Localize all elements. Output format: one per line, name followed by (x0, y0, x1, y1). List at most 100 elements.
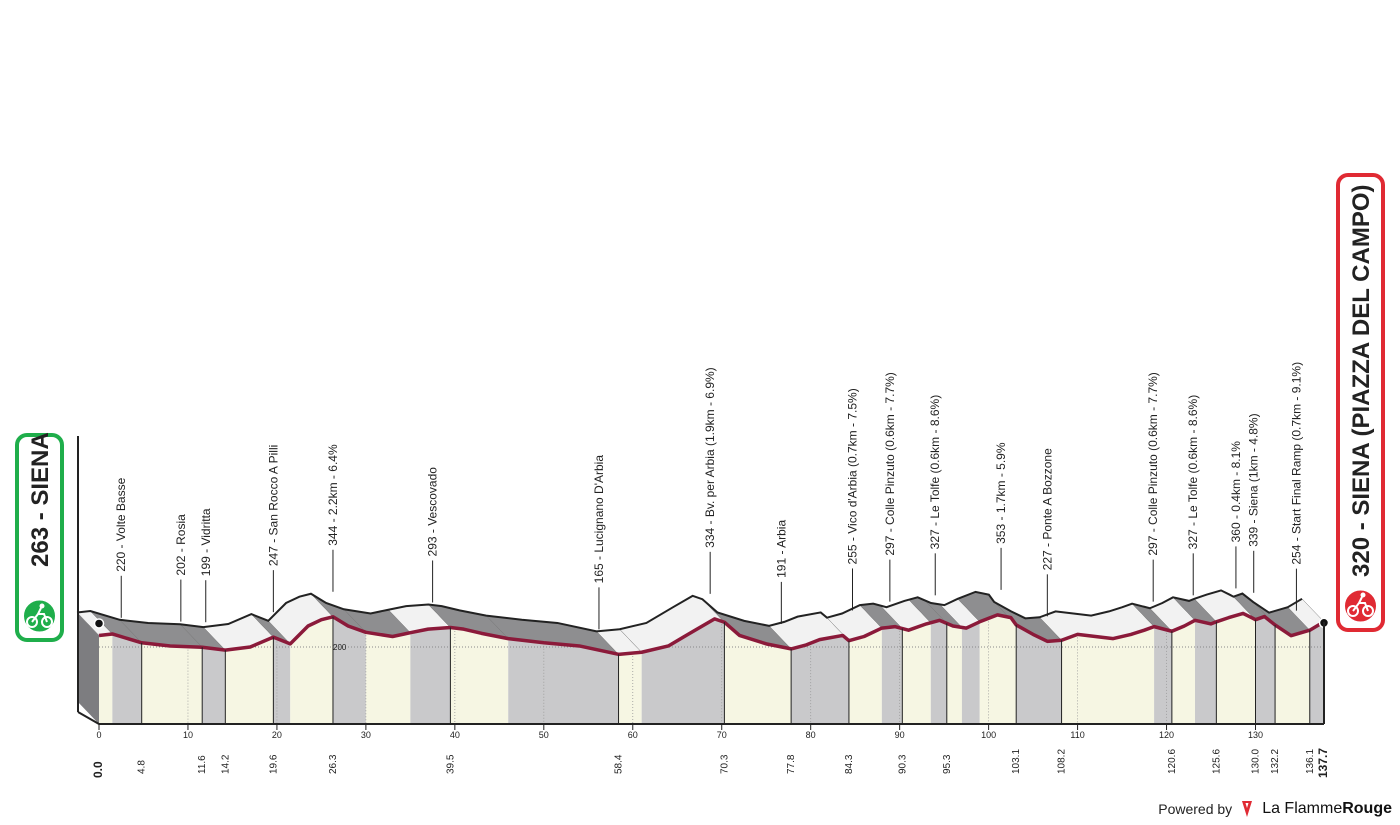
km-marker-label: 108.2 (1057, 749, 1068, 774)
waypoint-label: 297 - Colle Pinzuto (0.6km - 7.7%) (883, 372, 897, 555)
x-tick-label: 120 (1159, 730, 1174, 740)
x-tick-label: 50 (539, 730, 549, 740)
profile-band (791, 635, 849, 724)
profile-band (930, 620, 947, 724)
powered-by-label: Powered by (1158, 801, 1233, 817)
x-tick-label: 130 (1248, 730, 1263, 740)
profile-band (724, 622, 792, 724)
km-marker-label: 130.0 (1250, 749, 1261, 774)
km-markers: 0.0 4.8 11.6 14.2 19.6 26.3 39.5 58.4 70.3 77.8 84… (91, 616, 1330, 778)
profile-band (961, 621, 980, 724)
profile-band (99, 633, 113, 724)
km-marker-label: 77.8 (786, 754, 797, 774)
waypoint-label: 293 - Vescovado (426, 467, 440, 557)
start-badge: 263 - SIENA (15, 432, 64, 642)
waypoint-label: 220 - Volte Basse (114, 477, 128, 571)
km-marker-label: 14.2 (220, 754, 231, 774)
profile-band (881, 626, 903, 724)
waypoint-label: 339 - Siena (1km - 4.8%) (1247, 413, 1261, 546)
x-tick-label: 60 (628, 730, 638, 740)
km-marker-label: 95.3 (942, 754, 953, 774)
waypoint-label: 247 - San Rocco A Pilli (266, 445, 280, 566)
x-tick-label: 80 (806, 730, 816, 740)
km-marker-label: 19.6 (268, 754, 279, 774)
profile-band (410, 627, 451, 724)
km-marker-label: 4.8 (137, 760, 148, 774)
waypoint-label: 360 - 0.4km - 8.1% (1229, 441, 1243, 543)
km-marker-label: 125.6 (1211, 749, 1222, 774)
km-marker-label: 39.5 (445, 754, 456, 774)
waypoint-label: 327 - Le Tolfe (0.6km - 8.6%) (928, 395, 942, 550)
km-marker-label: 136.1 (1305, 749, 1316, 774)
km-marker-label: 0.0 (91, 761, 105, 778)
waypoint-label: 327 - Le Tolfe (0.6km - 8.6%) (1186, 395, 1200, 550)
distance-axis: 0 10 20 30 40 50 60 70 80 90 100 110 120 130 (77, 436, 1325, 740)
km-marker-label: 84.3 (844, 754, 855, 774)
waypoint-label: 199 - Vidritta (199, 508, 213, 576)
profile-band (225, 637, 274, 724)
profile-band (450, 627, 509, 724)
brand-name: La FlammeRouge (1262, 800, 1392, 817)
profile-band (618, 652, 642, 724)
km-marker-label: 90.3 (897, 754, 908, 774)
finish-label: 320 - SIENA (PIAZZA DEL CAMPO) (1348, 185, 1375, 578)
axis-corner (77, 711, 100, 725)
profile-band (1309, 621, 1324, 724)
profile-band (946, 623, 962, 724)
waypoint-label: 227 - Ponte A Bozzone (1040, 448, 1054, 570)
profile-band (202, 647, 226, 724)
profile-back-edge (76, 589, 1303, 633)
x-tick-label: 0 (96, 730, 101, 740)
waypoint-label: 202 - Rosia (174, 514, 188, 576)
profile-band (290, 616, 333, 724)
profile-band (508, 638, 619, 724)
waypoint-label: 353 - 1.7km - 5.9% (994, 442, 1008, 544)
km-marker-label: 132.2 (1270, 749, 1281, 774)
start-point (93, 618, 105, 629)
start-label: 263 - SIENA (27, 432, 54, 567)
x-tick-label: 90 (895, 730, 905, 740)
profile-band (112, 633, 142, 724)
profile-band (273, 637, 291, 724)
waypoint-labels: 220 - Volte Basse 202 - Rosia 199 - Vidrit… (114, 362, 1303, 630)
profile-side-wall (77, 612, 99, 724)
x-tick-label: 70 (717, 730, 727, 740)
profile-band (1255, 616, 1276, 724)
profile-band (1171, 620, 1196, 724)
km-marker-label: 11.6 (197, 755, 208, 774)
waypoint-label: 165 - Lucignano D'Arbia (592, 455, 606, 584)
km-marker-label: 26.3 (328, 754, 339, 774)
powered-by: Powered by La FlammeRouge (1158, 799, 1392, 819)
profile-band (365, 632, 411, 724)
profile-band (641, 618, 725, 724)
waypoint-label: 344 - 2.2km - 6.4% (326, 444, 340, 546)
km-marker-label: 58.4 (614, 754, 625, 774)
profile-band (141, 642, 203, 724)
km-marker-label: 103.1 (1011, 749, 1022, 774)
waypoint-label: 334 - Bv. per Arbia (1.9km - 6.9%) (703, 367, 717, 548)
profile-band (1061, 626, 1155, 724)
km-marker-label: 137.7 (1316, 748, 1330, 778)
waypoint-label: 297 - Colle Pinzuto (0.6km - 7.7%) (1146, 372, 1160, 555)
x-tick-label: 20 (272, 730, 282, 740)
altitude-reference-label: 200 (333, 643, 347, 652)
km-marker-label: 120.6 (1167, 749, 1178, 774)
profile-band (1016, 624, 1062, 724)
x-tick-label: 110 (1070, 730, 1084, 740)
profile-band (848, 628, 882, 724)
x-tick-label: 40 (450, 730, 460, 740)
waypoint-label: 191 - Arbia (774, 520, 788, 578)
waypoint-label: 254 - Start Final Ramp (0.7km - 9.1%) (1289, 362, 1303, 565)
km-marker-label: 70.3 (719, 754, 730, 774)
profile-band (1195, 620, 1217, 724)
profile-band (1275, 624, 1310, 724)
x-tick-label: 30 (361, 730, 371, 740)
start-cyclist-icon (21, 597, 58, 635)
x-tick-label: 10 (183, 730, 193, 740)
profile-bands: 200 (77, 612, 1324, 724)
x-tick-label: 100 (981, 730, 996, 740)
profile-band (1216, 613, 1256, 724)
profile-band (1154, 626, 1172, 724)
profile-band (332, 616, 366, 724)
